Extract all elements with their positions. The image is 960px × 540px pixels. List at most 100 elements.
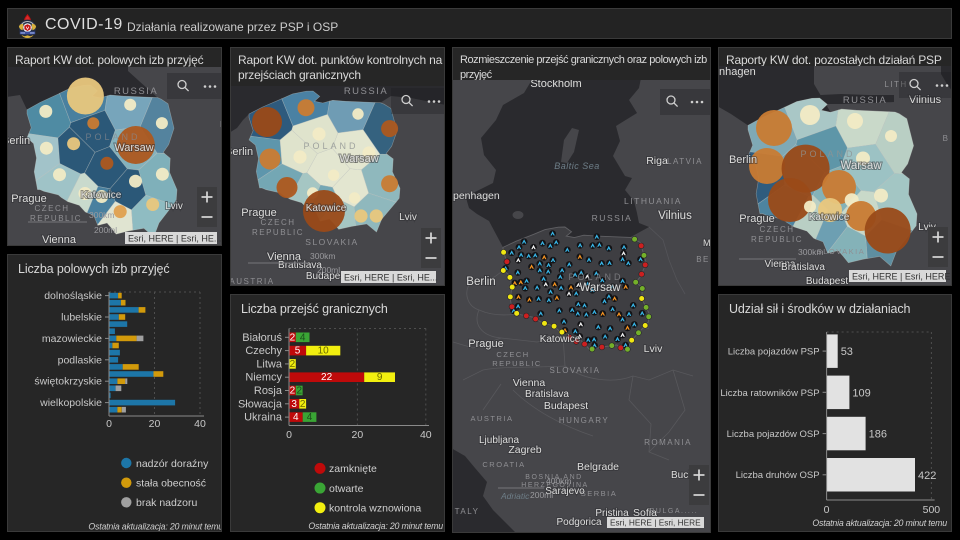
svg-text:186: 186	[869, 429, 887, 441]
svg-text:Belgrade: Belgrade	[577, 461, 619, 473]
svg-text:Warsaw: Warsaw	[114, 142, 153, 154]
svg-text:Riga: Riga	[646, 155, 668, 167]
svg-text:BEL: BEL	[696, 255, 711, 264]
svg-text:Słowacja: Słowacja	[238, 398, 283, 410]
svg-text:400km: 400km	[546, 476, 572, 486]
svg-text:świętokrzyskie: świętokrzyskie	[34, 376, 102, 388]
svg-text:Warsaw: Warsaw	[579, 282, 621, 294]
svg-text:brak nadzoru: brak nadzoru	[136, 497, 197, 509]
svg-text:penhagen: penhagen	[453, 190, 500, 202]
svg-text:22: 22	[321, 372, 333, 383]
svg-text:Podgorica: Podgorica	[556, 517, 601, 528]
svg-text:300km: 300km	[798, 247, 824, 257]
svg-text:Lviv: Lviv	[644, 343, 663, 355]
svg-text:Zagreb: Zagreb	[508, 444, 541, 456]
svg-text:CZECH: CZECH	[34, 204, 69, 213]
svg-text:Liczba pojazdów PSP: Liczba pojazdów PSP	[728, 347, 820, 358]
svg-text:Budapest: Budapest	[806, 276, 848, 285]
svg-text:LITH: LITH	[884, 80, 907, 89]
svg-text:SLOVAKIA: SLOVAKIA	[305, 237, 358, 247]
svg-text:Prague: Prague	[739, 213, 774, 225]
svg-text:HUNGARY: HUNGARY	[559, 416, 609, 425]
svg-text:9: 9	[377, 372, 383, 383]
svg-text:Baltic Sea: Baltic Sea	[554, 161, 600, 171]
svg-text:Liczba druhów OSP: Liczba druhów OSP	[736, 470, 820, 481]
svg-text:109: 109	[852, 387, 870, 399]
svg-text:RUSSIA: RUSSIA	[344, 86, 388, 97]
svg-text:SLOVAKIA: SLOVAKIA	[817, 247, 866, 256]
svg-text:Ljubljana: Ljubljana	[479, 435, 519, 446]
svg-text:Berlin: Berlin	[8, 135, 30, 147]
svg-text:Liczba przejść granicznych: Liczba przejść granicznych	[241, 302, 388, 316]
svg-text:Ostatnia aktualizacja: 20 minu: Ostatnia aktualizacja: 20 minut temu	[812, 518, 947, 528]
svg-text:Min: Min	[703, 238, 711, 248]
svg-text:4: 4	[293, 412, 299, 423]
svg-text:SLOVAKIA: SLOVAKIA	[550, 366, 601, 375]
svg-text:200ml: 200ml	[317, 265, 340, 275]
svg-text:Liczba polowych izb przyjęć: Liczba polowych izb przyjęć	[18, 262, 170, 276]
svg-text:ROMANIA: ROMANIA	[644, 438, 692, 447]
svg-text:Stockholm: Stockholm	[530, 80, 581, 90]
svg-text:Prague: Prague	[241, 207, 276, 219]
svg-text:Ukraina: Ukraina	[244, 412, 283, 424]
svg-text:Katowice: Katowice	[81, 190, 122, 201]
svg-text:RUSSIA: RUSSIA	[843, 95, 887, 106]
svg-text:lubelskie: lubelskie	[61, 312, 102, 324]
svg-text:Esri, HERE | Esri, HERE: Esri, HERE | Esri, HERE	[610, 518, 701, 528]
svg-text:500: 500	[923, 504, 941, 516]
svg-text:Lviv: Lviv	[399, 212, 417, 223]
svg-text:Vienna: Vienna	[765, 259, 796, 270]
svg-text:Katowice: Katowice	[809, 212, 850, 223]
svg-text:300km: 300km	[89, 210, 115, 220]
svg-text:POLAND: POLAND	[800, 149, 855, 159]
svg-text:Vilnius: Vilnius	[658, 210, 692, 222]
svg-text:Lviv: Lviv	[165, 201, 183, 212]
svg-text:LATVIA: LATVIA	[667, 157, 703, 166]
svg-text:TALY: TALY	[455, 507, 480, 516]
svg-text:CZECH: CZECH	[260, 218, 295, 227]
svg-text:BOSNIA AND: BOSNIA AND	[525, 474, 582, 481]
svg-text:HERZEGOVINA: HERZEGOVINA	[521, 482, 588, 489]
svg-text:otwarte: otwarte	[329, 483, 364, 495]
svg-text:Budapest: Budapest	[544, 400, 588, 412]
svg-text:53: 53	[841, 346, 853, 358]
svg-text:CROATIA: CROATIA	[482, 460, 525, 469]
svg-text:AUSTRIA: AUSTRIA	[470, 414, 513, 423]
svg-text:422: 422	[918, 470, 936, 482]
svg-text:Berlin: Berlin	[729, 154, 757, 166]
svg-text:podlaskie: podlaskie	[58, 354, 103, 366]
svg-text:Katowice: Katowice	[306, 203, 347, 214]
svg-text:CZECH: CZECH	[496, 350, 529, 359]
svg-text:nhagen: nhagen	[719, 66, 756, 78]
svg-text:Warsaw: Warsaw	[840, 160, 882, 172]
svg-text:POLAND: POLAND	[303, 141, 358, 151]
svg-text:Warsaw: Warsaw	[339, 153, 378, 165]
svg-text:B: B	[943, 134, 950, 143]
svg-text:REPUBLIC: REPUBLIC	[751, 235, 803, 244]
svg-text:Budapest: Budapest	[306, 271, 348, 282]
svg-text:Udział sił i środków w działan: Udział sił i środków w działaniach	[729, 302, 911, 316]
svg-text:300km: 300km	[310, 251, 336, 261]
svg-text:REPUBLIC: REPUBLIC	[492, 359, 542, 368]
svg-text:dolnośląskie: dolnośląskie	[44, 290, 102, 302]
svg-text:2: 2	[290, 359, 296, 370]
svg-text:Bratislava: Bratislava	[525, 389, 569, 400]
svg-text:REPUBLIC: REPUBLIC	[30, 214, 82, 223]
svg-text:Ostatnia aktualizacja: 20 minu: Ostatnia aktualizacja: 20 minut temu	[88, 522, 222, 532]
svg-text:200mi: 200mi	[530, 490, 553, 500]
svg-text:E: E	[220, 120, 222, 129]
svg-text:POLAND: POLAND	[85, 132, 140, 142]
svg-text:Niemcy: Niemcy	[245, 372, 282, 384]
svg-text:Esri, HERE | Esri, HE...: Esri, HERE | Esri, HE...	[128, 234, 221, 244]
svg-text:Czechy: Czechy	[245, 345, 282, 357]
svg-text:Esri, HERE | Esri, HERE: Esri, HERE | Esri, HERE	[852, 272, 950, 282]
svg-text:2: 2	[290, 386, 296, 397]
svg-text:Buch: Buch	[671, 470, 694, 481]
svg-text:Liczba pojazdów OSP: Liczba pojazdów OSP	[727, 429, 820, 440]
svg-text:nadzór doraźny: nadzór doraźny	[136, 458, 209, 470]
svg-text:Pristina: Pristina	[595, 508, 629, 519]
svg-text:Białoruś: Białoruś	[242, 332, 282, 344]
svg-text:0: 0	[824, 504, 830, 516]
svg-text:2: 2	[297, 386, 303, 397]
svg-text:mazowieckie: mazowieckie	[42, 333, 102, 345]
